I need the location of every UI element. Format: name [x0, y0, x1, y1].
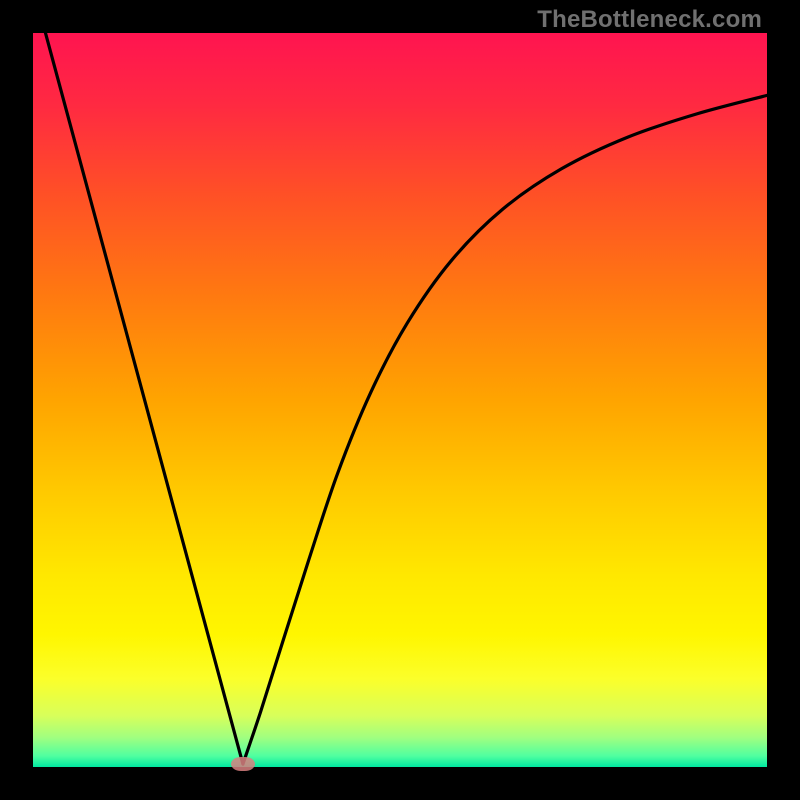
- optimal-point-marker: [231, 757, 255, 771]
- plot-area: [33, 33, 767, 767]
- chart-container: TheBottleneck.com: [0, 0, 800, 800]
- bottleneck-curve: [45, 33, 767, 764]
- watermark-text: TheBottleneck.com: [537, 6, 762, 34]
- curve-svg: [33, 33, 767, 767]
